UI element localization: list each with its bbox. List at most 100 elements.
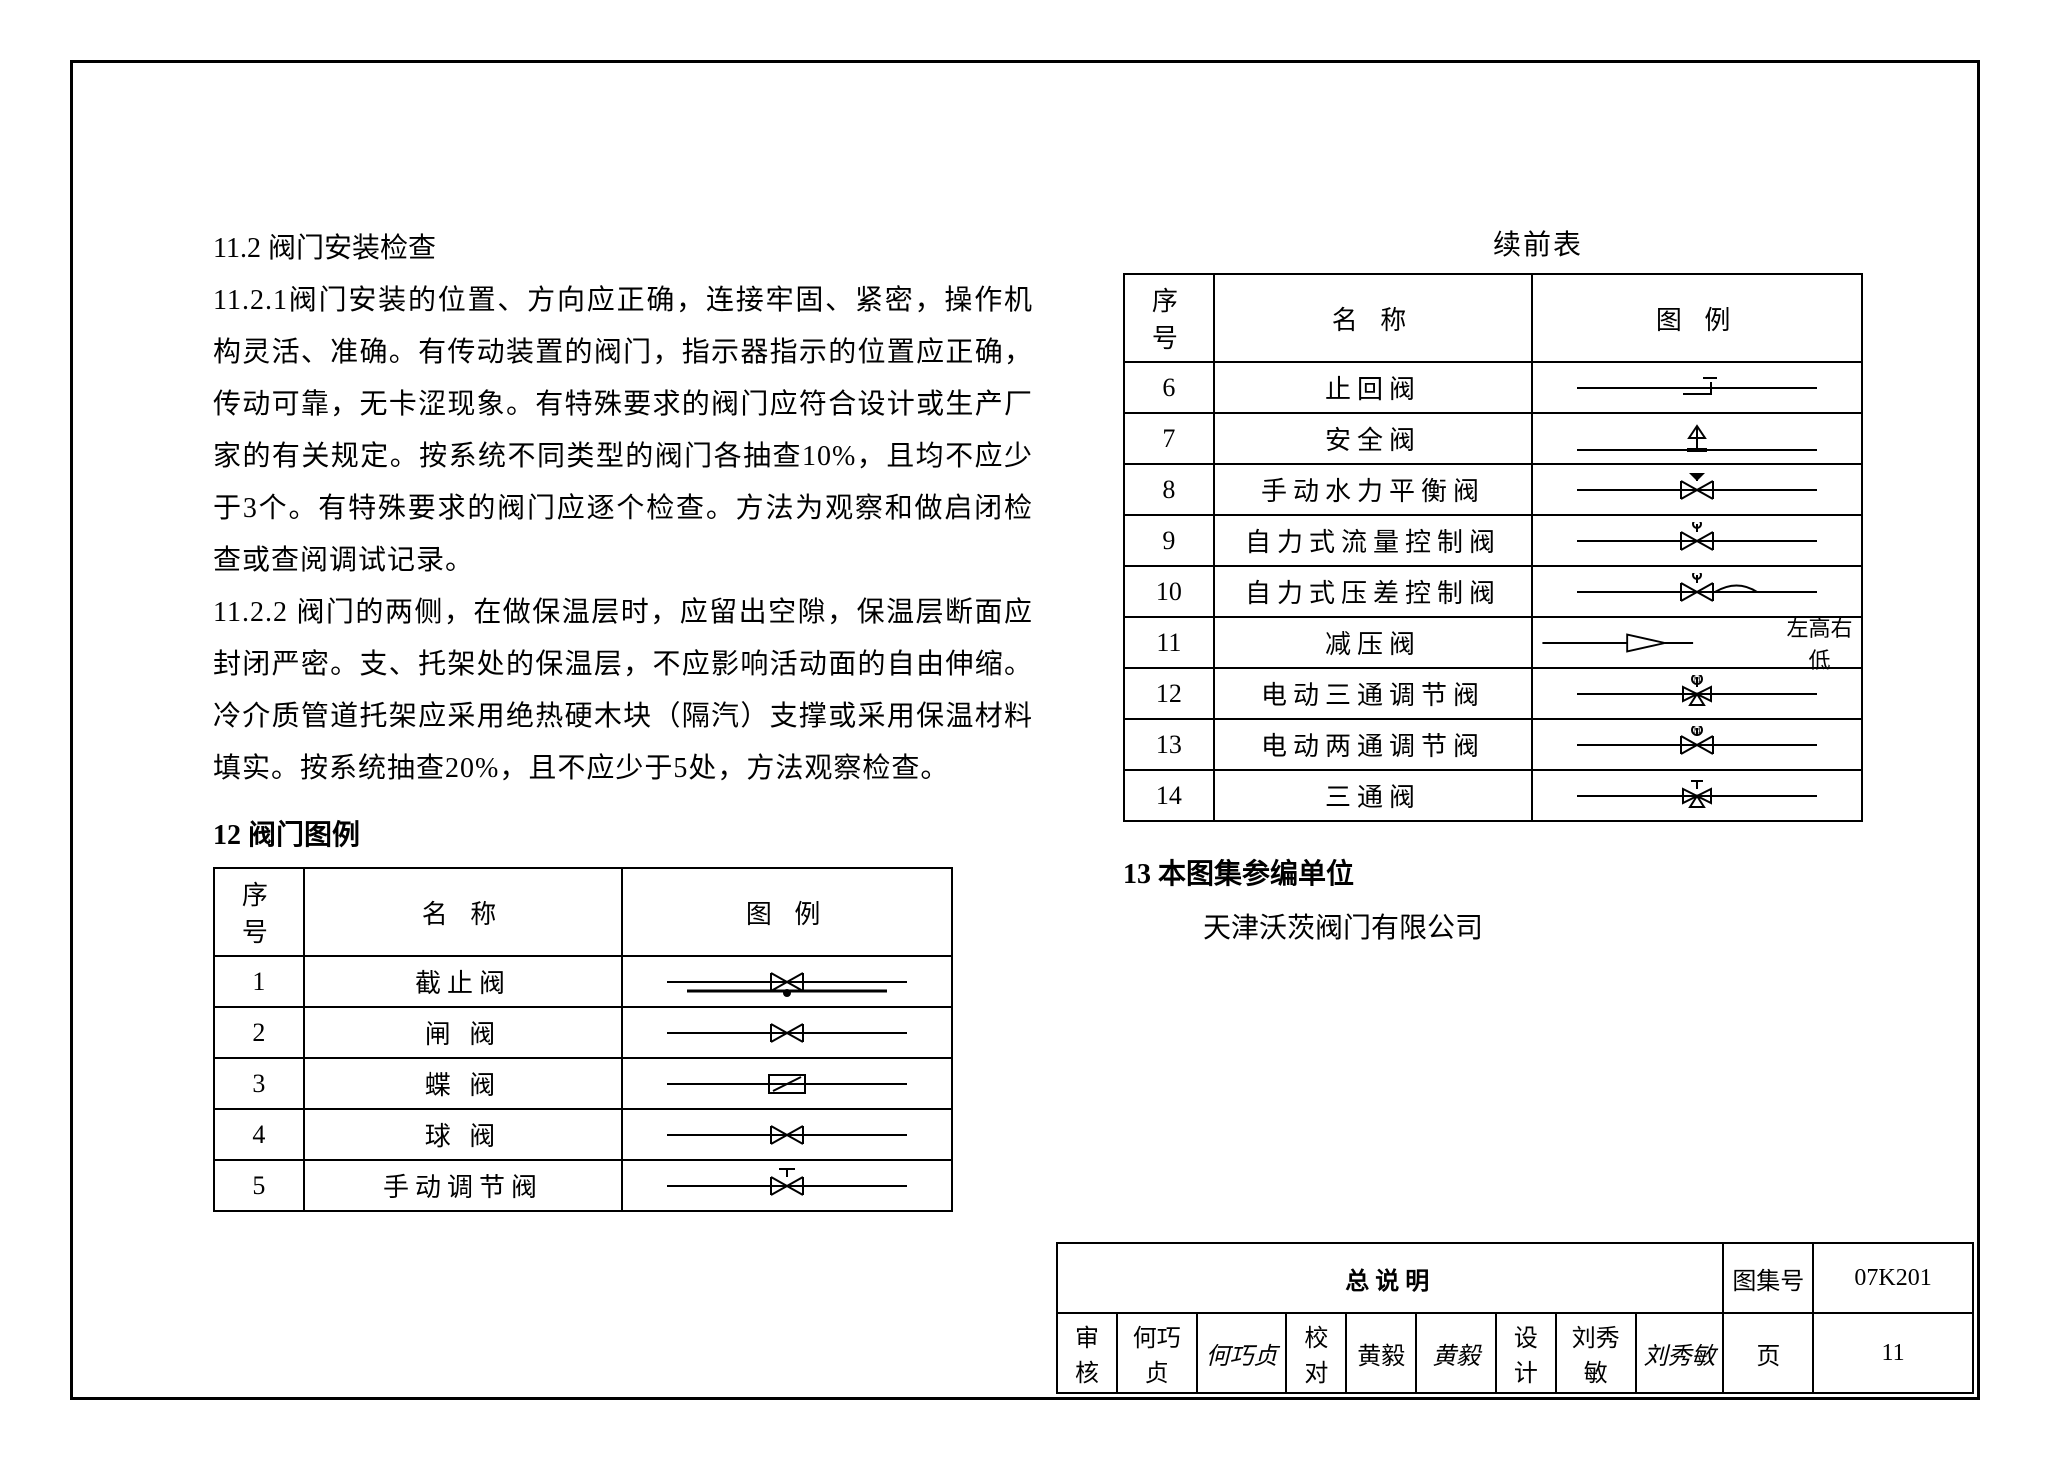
tb-review-label: 审核 (1057, 1313, 1117, 1393)
table-header-row: 序 号 名 称 图 例 (214, 868, 952, 956)
heading-11-2: 11.2 阀门安装检查 (213, 223, 1033, 275)
header-num: 序 号 (1124, 274, 1214, 362)
symbol-note: 左高右低 (1778, 611, 1861, 675)
content-columns: 11.2 阀门安装检查 11.2.1阀门安装的位置、方向应正确，连接牢固、紧密，… (213, 223, 1993, 1212)
svg-text:M: M (1694, 675, 1701, 684)
tb-check-sig: 黄毅 (1416, 1313, 1496, 1393)
cell-name: 球 阀 (304, 1109, 623, 1160)
left-column: 11.2 阀门安装检查 11.2.1阀门安装的位置、方向应正确，连接牢固、紧密，… (213, 223, 1033, 1212)
tb-design-label: 设计 (1496, 1313, 1556, 1393)
table-row: 4球 阀 (214, 1109, 952, 1160)
cell-symbol (1532, 362, 1862, 413)
heading-12: 12 阀门图例 (213, 813, 1033, 853)
cell-name: 减压阀 (1214, 617, 1532, 668)
cell-num: 5 (214, 1160, 304, 1211)
cell-symbol (1532, 770, 1862, 821)
cell-num: 13 (1124, 719, 1214, 770)
cell-num: 3 (214, 1058, 304, 1109)
cell-symbol (1532, 413, 1862, 464)
valve-symbol-reduce-icon (1533, 624, 1778, 662)
titleblock-page-label: 页 (1723, 1313, 1813, 1393)
cell-name: 截止阀 (304, 956, 623, 1007)
page-frame: 11.2 阀门安装检查 11.2.1阀门安装的位置、方向应正确，连接牢固、紧密，… (70, 60, 1980, 1400)
cell-symbol (1532, 464, 1862, 515)
cell-name: 止回阀 (1214, 362, 1532, 413)
tb-review-sig: 何巧贞 (1197, 1313, 1287, 1393)
cell-name: 自力式流量控制阀 (1214, 515, 1532, 566)
cell-symbol (1532, 566, 1862, 617)
header-name: 名 称 (1214, 274, 1532, 362)
cell-symbol (622, 1058, 952, 1109)
valve-symbol-ball-icon (657, 1116, 917, 1154)
cell-symbol (622, 956, 952, 1007)
cell-name: 安全阀 (1214, 413, 1532, 464)
cell-num: 12 (1124, 668, 1214, 719)
valve-symbol-manreg-icon (657, 1167, 917, 1205)
cell-num: 10 (1124, 566, 1214, 617)
table-row: 14三通阀 (1124, 770, 1862, 821)
cell-symbol: M (1532, 668, 1862, 719)
cell-num: 14 (1124, 770, 1214, 821)
cell-symbol: 左高右低 (1532, 617, 1862, 668)
cell-name: 闸 阀 (304, 1007, 623, 1058)
legend-table-right: 序 号 名 称 图 例 6止回阀7安全阀8手动水力平衡阀9自力式流量控制阀10自… (1123, 273, 1863, 822)
cell-name: 自力式压差控制阀 (1214, 566, 1532, 617)
tb-design-name: 刘秀敏 (1556, 1313, 1636, 1393)
svg-text:M: M (1694, 726, 1701, 735)
tb-check-name: 黄毅 (1346, 1313, 1416, 1393)
cell-num: 6 (1124, 362, 1214, 413)
valve-symbol-e2way-icon: M (1567, 726, 1827, 764)
cell-num: 8 (1124, 464, 1214, 515)
table-row: 12电动三通调节阀M (1124, 668, 1862, 719)
header-sym: 图 例 (1532, 274, 1862, 362)
table-row: 7安全阀 (1124, 413, 1862, 464)
cell-symbol (622, 1007, 952, 1058)
table-row: 9自力式流量控制阀 (1124, 515, 1862, 566)
valve-symbol-safety-icon (1567, 420, 1827, 458)
table-row: 13电动两通调节阀 M (1124, 719, 1862, 770)
heading-13: 13 本图集参编单位 (1123, 852, 1953, 892)
cell-name: 蝶 阀 (304, 1058, 623, 1109)
para-11-2-1: 11.2.1阀门安装的位置、方向应正确，连接牢固、紧密，操作机构灵活、准确。有传… (213, 275, 1033, 587)
cell-name: 电动两通调节阀 (1214, 719, 1532, 770)
valve-symbol-check-icon (1567, 369, 1827, 407)
titleblock-page: 11 (1813, 1313, 1973, 1393)
para-11-2-2: 11.2.2 阀门的两侧，在做保温层时，应留出空隙，保温层断面应封闭严密。支、托… (213, 587, 1033, 795)
cell-num: 1 (214, 956, 304, 1007)
tb-review-name: 何巧贞 (1117, 1313, 1197, 1393)
valve-symbol-threeway-icon (1567, 777, 1827, 815)
valve-symbol-e3way-icon: M (1567, 675, 1827, 713)
valve-symbol-balance-icon (1567, 471, 1827, 509)
cell-num: 2 (214, 1007, 304, 1058)
titleblock-code-label: 图集号 (1723, 1243, 1813, 1313)
titleblock-code: 07K201 (1813, 1243, 1973, 1313)
cell-symbol (622, 1109, 952, 1160)
cell-num: 4 (214, 1109, 304, 1160)
titleblock-title: 总说明 (1057, 1243, 1723, 1313)
table-row: 11减压阀左高右低 (1124, 617, 1862, 668)
valve-symbol-gate-icon (657, 1014, 917, 1052)
header-name: 名 称 (304, 868, 623, 956)
tb-check-label: 校对 (1286, 1313, 1346, 1393)
cell-symbol (622, 1160, 952, 1211)
cell-name: 手动水力平衡阀 (1214, 464, 1532, 515)
cell-symbol (1532, 515, 1862, 566)
cell-num: 7 (1124, 413, 1214, 464)
legend-table-left: 序 号 名 称 图 例 1截止阀2闸 阀3蝶 阀4球 阀5手动调节阀 (213, 867, 953, 1212)
table-row: 10自力式压差控制阀 (1124, 566, 1862, 617)
titleblock: 总说明 图集号 07K201 审核 何巧贞 何巧贞 校对 黄毅 黄毅 设计 刘秀… (1056, 1242, 1974, 1394)
valve-symbol-selfflow-icon (1567, 522, 1827, 560)
company-name: 天津沃茨阀门有限公司 (1203, 906, 1953, 946)
cell-num: 9 (1124, 515, 1214, 566)
valve-symbol-globe-icon (657, 963, 917, 1001)
page-root: 11.2 阀门安装检查 11.2.1阀门安装的位置、方向应正确，连接牢固、紧密，… (0, 0, 2048, 1459)
continued-label: 续前表 (1123, 223, 1953, 263)
table-row: 3蝶 阀 (214, 1058, 952, 1109)
right-column: 续前表 序 号 名 称 图 例 6止回阀7安全阀8手动水力平衡阀9自力式流量控制… (1123, 223, 1953, 1212)
table-row: 1截止阀 (214, 956, 952, 1007)
header-sym: 图 例 (622, 868, 952, 956)
cell-num: 11 (1124, 617, 1214, 668)
header-num: 序 号 (214, 868, 304, 956)
table-row: 6止回阀 (1124, 362, 1862, 413)
table-row: 8手动水力平衡阀 (1124, 464, 1862, 515)
